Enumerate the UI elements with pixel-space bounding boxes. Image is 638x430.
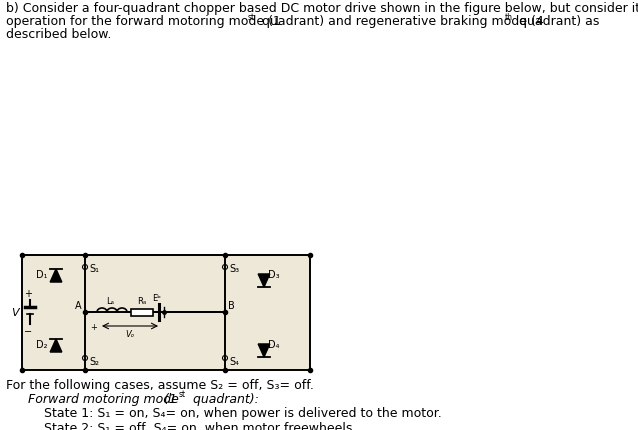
Text: +: + [90, 322, 97, 331]
Text: A: A [75, 300, 82, 310]
Text: D₃: D₃ [268, 269, 279, 280]
Text: quadrant) as: quadrant) as [515, 15, 599, 28]
Text: S₁: S₁ [89, 264, 99, 273]
Text: operation for the forward motoring mode (1: operation for the forward motoring mode … [6, 15, 281, 28]
Text: st: st [179, 389, 186, 398]
Text: −: − [24, 326, 32, 336]
Text: For the following cases, assume S₂ = off, S₃= off.: For the following cases, assume S₂ = off… [6, 378, 314, 391]
Polygon shape [50, 339, 62, 352]
Text: D₁: D₁ [36, 269, 47, 280]
Text: quadrant):: quadrant): [189, 392, 259, 405]
Text: Forward motoring mode: Forward motoring mode [28, 392, 179, 405]
Text: B: B [228, 300, 235, 310]
Text: quadrant) and regenerative braking mode (4: quadrant) and regenerative braking mode … [258, 15, 544, 28]
Bar [131, 309, 153, 316]
Text: Lₐ: Lₐ [106, 296, 114, 305]
Text: st: st [248, 13, 255, 22]
Text: S₃: S₃ [229, 264, 239, 273]
Text: State 1: S₁ = on, S₄= on, when power is delivered to the motor.: State 1: S₁ = on, S₄= on, when power is … [44, 406, 441, 419]
Polygon shape [258, 274, 270, 287]
Text: Rₐ: Rₐ [137, 296, 147, 305]
Bar [22, 255, 310, 370]
Text: V: V [11, 307, 19, 317]
Text: b) Consider a four-quadrant chopper based DC motor drive shown in the figure bel: b) Consider a four-quadrant chopper base… [6, 2, 638, 15]
Text: S₄: S₄ [229, 356, 239, 366]
Text: S₂: S₂ [89, 356, 99, 366]
Text: D₂: D₂ [36, 339, 47, 349]
Polygon shape [50, 269, 62, 283]
Text: +: + [24, 289, 32, 298]
Text: Vₒ: Vₒ [126, 329, 135, 338]
Text: (1: (1 [160, 392, 177, 405]
Text: described below.: described below. [6, 28, 112, 41]
Text: th: th [505, 13, 513, 22]
Polygon shape [258, 344, 270, 357]
Text: D₄: D₄ [268, 339, 279, 349]
Text: State 2: S₁ = off, S₄= on, when motor freewheels.: State 2: S₁ = off, S₄= on, when motor fr… [44, 421, 357, 430]
Text: Eᵇ: Eᵇ [152, 293, 161, 302]
